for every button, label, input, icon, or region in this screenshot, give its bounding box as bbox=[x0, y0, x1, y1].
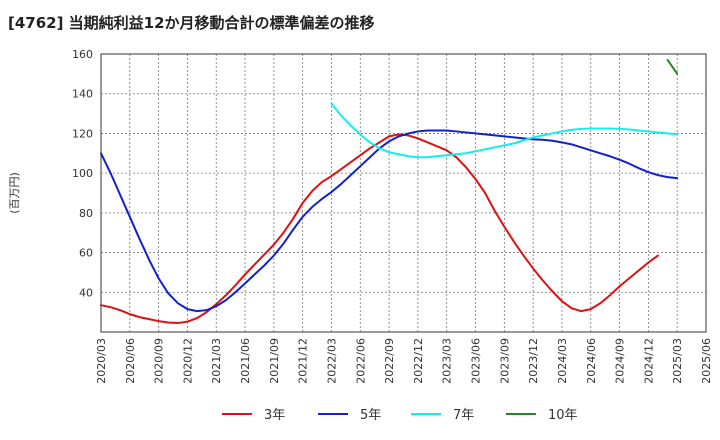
series-layer bbox=[100, 58, 679, 325]
y-tick-label: 80 bbox=[79, 207, 93, 220]
x-tick-label: 2022/03 bbox=[325, 338, 338, 384]
y-tick-label: 120 bbox=[72, 127, 93, 140]
series-line-7年 bbox=[330, 102, 679, 159]
x-tick-label: 2020/03 bbox=[95, 338, 108, 384]
x-tick-label: 2023/09 bbox=[498, 338, 511, 384]
x-tick-label: 2022/12 bbox=[412, 338, 425, 384]
x-tick-label: 2021/03 bbox=[210, 338, 223, 384]
legend-label: 10年 bbox=[548, 408, 578, 423]
series-line-3年 bbox=[100, 133, 659, 325]
x-tick-label: 2021/06 bbox=[239, 338, 252, 384]
x-tick-label: 2020/06 bbox=[124, 338, 137, 384]
x-tick-label: 2022/06 bbox=[354, 338, 367, 384]
x-tick-label: 2021/12 bbox=[297, 338, 310, 384]
x-tick-label: 2023/12 bbox=[527, 338, 540, 384]
plot-frame bbox=[100, 53, 707, 333]
y-tick-label: 40 bbox=[79, 286, 93, 299]
x-tick-label: 2024/03 bbox=[556, 338, 569, 384]
x-tick-label: 2023/06 bbox=[470, 338, 483, 384]
series-line-10年 bbox=[666, 58, 679, 75]
x-tick-label: 2025/06 bbox=[700, 338, 713, 384]
y-axis-label: (百万円) bbox=[8, 172, 21, 214]
x-tick-label: 2020/09 bbox=[153, 338, 166, 384]
legend-label: 5年 bbox=[360, 408, 381, 423]
x-tick-label: 2021/09 bbox=[268, 338, 281, 384]
x-tick-label: 2025/03 bbox=[671, 338, 684, 384]
y-tick-label: 100 bbox=[72, 167, 93, 180]
y-tick-labels: 40 60 80 100 120 140 160 bbox=[72, 48, 93, 299]
x-tick-label: 2020/12 bbox=[181, 338, 194, 384]
x-tick-label: 2024/06 bbox=[585, 338, 598, 384]
x-tick-label: 2023/03 bbox=[441, 338, 454, 384]
y-tick-label: 160 bbox=[72, 48, 93, 61]
chart-title: [4762] 当期純利益12か月移動合計の標準偏差の推移 bbox=[8, 14, 375, 32]
legend-label: 7年 bbox=[453, 408, 474, 423]
x-tick-label: 2024/12 bbox=[642, 338, 655, 384]
x-tick-label: 2022/09 bbox=[383, 338, 396, 384]
y-tick-label: 140 bbox=[72, 88, 93, 101]
x-tick-label: 2024/09 bbox=[614, 338, 627, 384]
legend: 3年 5年 7年 10年 bbox=[222, 408, 578, 423]
y-tick-label: 60 bbox=[79, 247, 93, 260]
legend-label: 3年 bbox=[264, 408, 285, 423]
series-line-5年 bbox=[100, 129, 679, 313]
x-tick-labels: 2020/03 2020/06 2020/09 2020/12 2021/03 2021/… bbox=[95, 338, 713, 384]
